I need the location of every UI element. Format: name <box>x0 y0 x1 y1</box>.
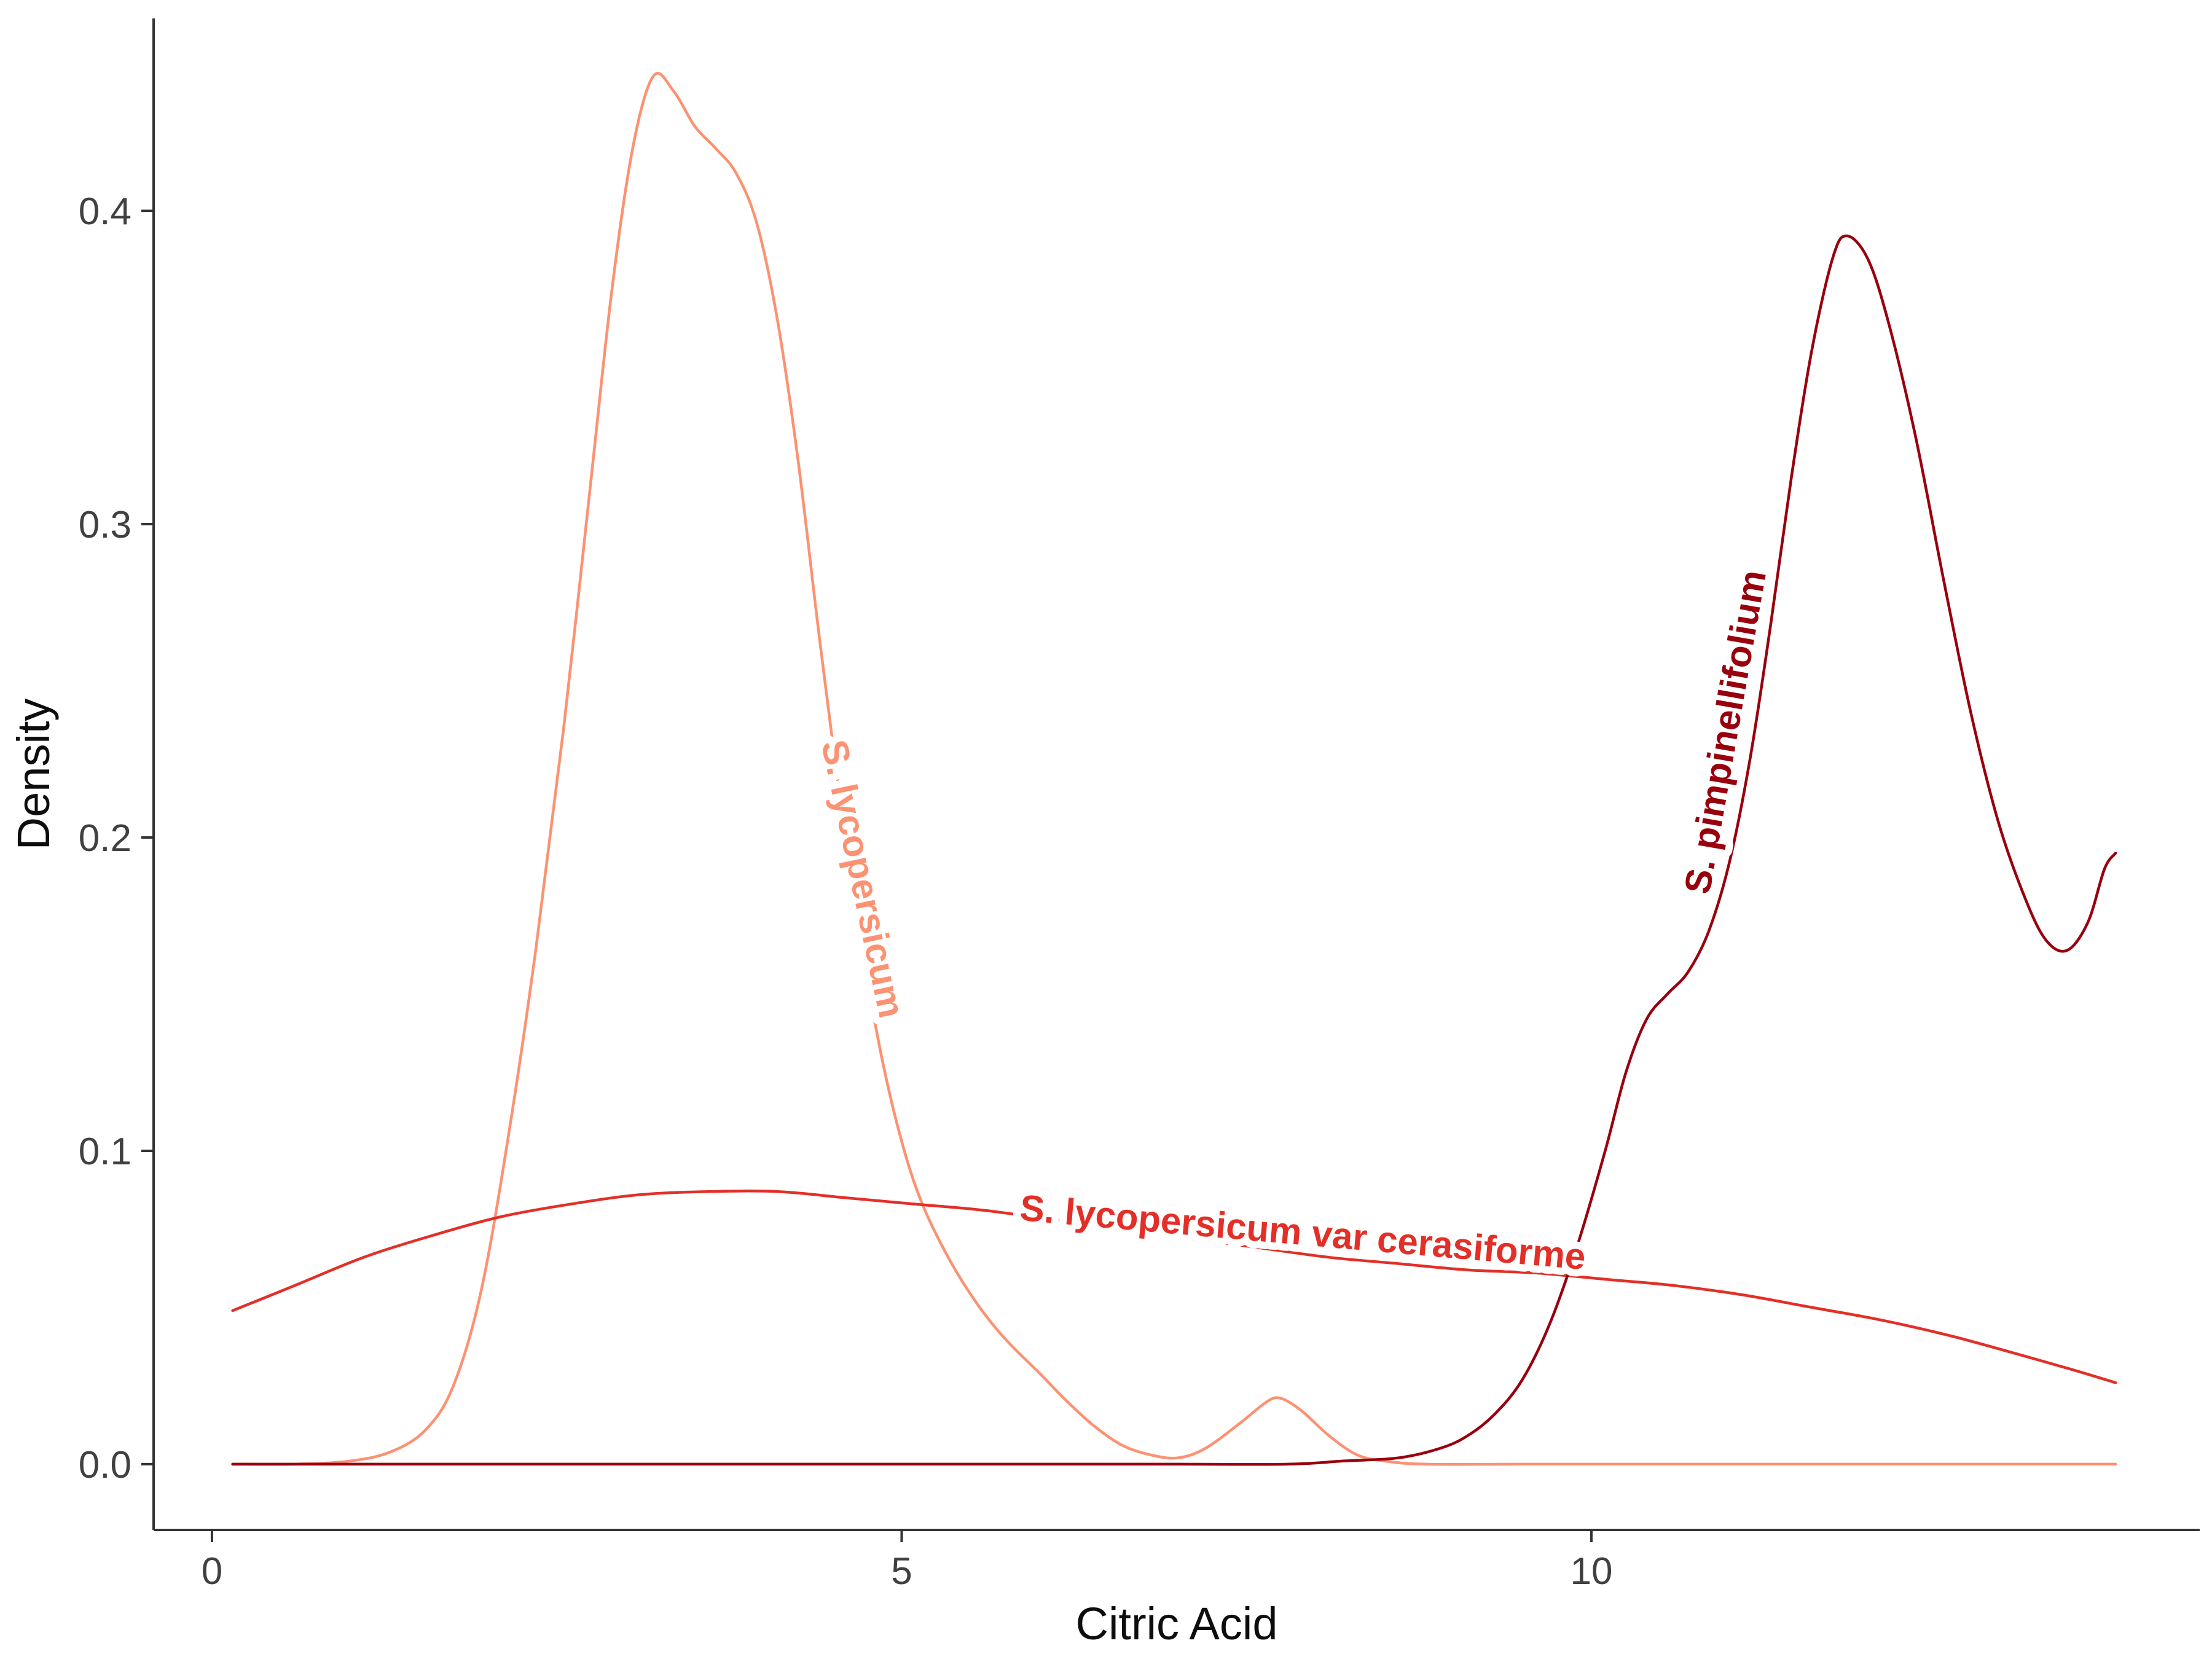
x-tick-label: 10 <box>1570 1550 1612 1593</box>
y-axis-title: Density <box>8 699 59 850</box>
y-tick-label: 0.1 <box>79 1131 131 1173</box>
y-tick-label: 0.2 <box>79 817 131 860</box>
y-tick-label: 0.4 <box>79 190 131 233</box>
y-tick-label: 0.3 <box>79 504 131 546</box>
x-tick-label: 5 <box>891 1550 912 1593</box>
series-line-s-pimpinellifolium <box>231 234 2117 1466</box>
x-axis-title: Citric Acid <box>1076 1598 1278 1649</box>
series-line-s-lycopersicum-var-cerasiforme <box>231 1190 2117 1384</box>
series-line-s-lycopersicum <box>231 72 2117 1466</box>
y-tick-label: 0.0 <box>79 1444 131 1486</box>
x-tick-label: 0 <box>202 1550 222 1593</box>
